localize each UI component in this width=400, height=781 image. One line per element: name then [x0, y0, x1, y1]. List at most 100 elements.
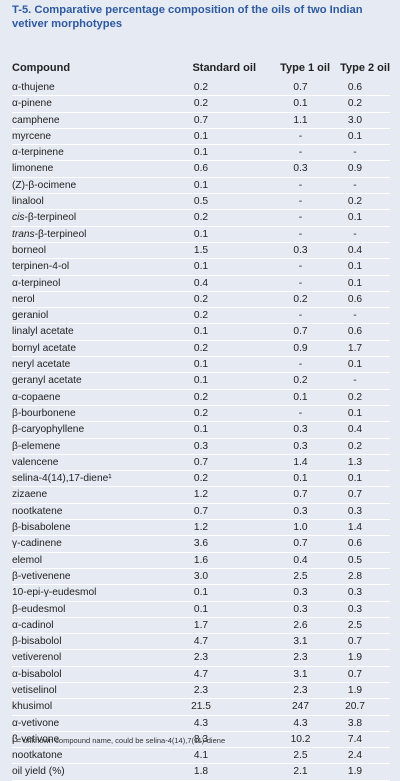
- type1-oil-cell: 1.4: [293, 456, 308, 468]
- table-row: β-bourbonene 0.2 - 0.1: [0, 406, 400, 423]
- table-row: terpinen-4-ol 0.1 - 0.1: [0, 259, 400, 276]
- type2-oil-cell: 0.1: [347, 359, 363, 371]
- table-row: nootkatene 0.7 0.3 0.3: [0, 504, 400, 521]
- table-row: nerol 0.2 0.2 0.6: [0, 292, 400, 309]
- type1-oil-cell: 0.7: [293, 326, 308, 338]
- compound-cell: khusimol: [12, 701, 53, 713]
- table-row: α-pinene 0.2 0.1 0.2: [0, 96, 400, 113]
- compound-cell: β-eudesmol: [12, 603, 66, 615]
- type1-oil-cell: 0.3: [293, 587, 308, 599]
- table-row: geraniol 0.2 - -: [0, 308, 400, 325]
- type2-oil-cell: -: [353, 310, 357, 322]
- type2-oil-cell: 0.6: [347, 326, 363, 338]
- type1-oil-cell: 3.1: [293, 668, 308, 680]
- type1-oil-cell: 4.3: [293, 717, 308, 729]
- footnote: ¹ = unknown compound name, could be seli…: [12, 736, 226, 745]
- table-row: valencene 0.7 1.4 1.3: [0, 455, 400, 472]
- type1-oil-cell: 0.3: [293, 505, 308, 517]
- standard-oil-cell: 0.2: [193, 391, 209, 403]
- type1-oil-cell: -: [298, 196, 303, 208]
- type2-oil-cell: -: [353, 147, 357, 159]
- compound-cell: β-vetivenene: [12, 570, 71, 582]
- table-row: β-bisabolol 4.7 3.1 0.7: [0, 634, 400, 651]
- header-standard-oil: Standard oil: [192, 62, 256, 74]
- type1-oil-cell: -: [298, 277, 303, 289]
- compound-cell: selina-4(14),17-diene¹: [12, 473, 112, 485]
- standard-oil-cell: 0.1: [193, 228, 209, 240]
- table-row: borneol 1.5 0.3 0.4: [0, 243, 400, 260]
- type1-oil-cell: 0.9: [293, 342, 308, 354]
- compound-cell: nerol: [12, 293, 35, 305]
- compound-cell: nootkatene: [12, 505, 63, 517]
- type1-oil-cell: 2.6: [293, 619, 308, 631]
- table-row: linalyl acetate 0.1 0.7 0.6: [0, 324, 400, 342]
- compound-cell: vetiverenol: [12, 652, 62, 664]
- table-row: vetiverenol 2.3 2.3 1.9: [0, 650, 400, 667]
- standard-oil-cell: 0.2: [193, 212, 209, 224]
- type2-oil-cell: 2.5: [347, 619, 363, 631]
- type2-oil-cell: -: [353, 228, 357, 240]
- compound-cell: β-bisabolene: [12, 522, 71, 534]
- table-row: α-terpineol 0.4 - 0.1: [0, 276, 400, 293]
- compound-cell: elemol: [12, 554, 43, 566]
- compound-cell: β-vetivone: [12, 733, 60, 745]
- compound-cell: α-terpinene: [12, 147, 64, 159]
- type2-oil-cell: 0.2: [347, 98, 363, 110]
- table-row: neryl acetate 0.1 - 0.1: [0, 357, 400, 374]
- type2-oil-cell: 1.3: [347, 456, 363, 468]
- type1-oil-cell: 0.1: [293, 98, 308, 110]
- table-row: khusimol 21.5 247 20.7: [0, 699, 400, 716]
- type1-oil-cell: 0.2: [293, 375, 308, 387]
- standard-oil-cell: 1.2: [193, 489, 209, 501]
- table-row: selina-4(14),17-diene¹ 0.2 0.1 0.1: [0, 471, 400, 488]
- type2-oil-cell: 0.4: [347, 424, 363, 436]
- type2-oil-cell: -: [353, 179, 357, 191]
- compound-cell: α-copaene: [12, 391, 61, 403]
- type1-oil-cell: 0.7: [293, 82, 308, 93]
- type2-oil-cell: 0.5: [347, 554, 363, 566]
- table-row: α-copaene 0.2 0.1 0.2: [0, 390, 400, 407]
- type2-oil-cell: 0.1: [347, 130, 363, 142]
- standard-oil-cell: 0.7: [193, 505, 209, 517]
- standard-oil-cell: 0.2: [193, 98, 209, 110]
- type2-oil-cell: 0.7: [347, 636, 363, 648]
- standard-oil-cell: 3.6: [193, 538, 209, 550]
- standard-oil-cell: 0.2: [193, 293, 209, 305]
- table-row: β-eudesmol 0.1 0.3 0.3: [0, 602, 400, 619]
- table-row: α-bisabolol 4.7 3.1 0.7: [0, 667, 400, 684]
- type1-oil-cell: 0.3: [293, 440, 308, 452]
- compound-cell: α-vetivone: [12, 717, 60, 729]
- standard-oil-cell: 0.1: [193, 359, 209, 371]
- standard-oil-cell: 3.0: [193, 570, 209, 582]
- page: T-5. Comparative percentage composition …: [12, 4, 390, 781]
- type1-oil-cell: 2.5: [293, 570, 308, 582]
- standard-oil-cell: 0.7: [193, 456, 209, 468]
- table-row: myrcene 0.1 - 0.1: [0, 129, 400, 146]
- type2-oil-cell: 0.1: [347, 473, 363, 485]
- type1-oil-cell: 1.1: [293, 114, 308, 126]
- standard-oil-cell: 4.3: [193, 717, 209, 729]
- type1-oil-cell: 2.1: [293, 766, 308, 778]
- compound-cell: zizaene: [12, 489, 48, 501]
- standard-oil-cell: 0.2: [193, 473, 209, 485]
- table-row: γ-cadinene 3.6 0.7 0.6: [0, 536, 400, 553]
- type2-oil-cell: 3.8: [347, 717, 363, 729]
- table-body: α-thujene 0.2 0.7 0.6 α-pinene 0.2 0.1 0.2 camph…: [0, 80, 400, 781]
- standard-oil-cell: 0.2: [193, 310, 209, 322]
- type2-oil-cell: 0.1: [347, 261, 363, 273]
- standard-oil-cell: 0.1: [193, 375, 209, 387]
- compound-cell: α-pinene: [12, 98, 52, 110]
- standard-oil-cell: 1.7: [193, 619, 209, 631]
- type2-oil-cell: 0.1: [347, 407, 363, 419]
- table-row: (Z)-β-ocimene 0.1 - -: [0, 178, 400, 195]
- compound-cell: nootkatone: [12, 750, 63, 762]
- type2-oil-cell: 0.1: [347, 277, 363, 289]
- type2-oil-cell: 0.3: [347, 587, 363, 599]
- table-row: vetiselinol 2.3 2.3 1.9: [0, 683, 400, 700]
- type2-oil-cell: 0.2: [347, 196, 363, 208]
- type1-oil-cell: 0.7: [293, 489, 308, 501]
- type1-oil-cell: -: [298, 228, 303, 240]
- compound-cell: valencene: [12, 456, 59, 468]
- standard-oil-cell: 0.3: [193, 440, 209, 452]
- type2-oil-cell: 0.3: [347, 603, 363, 615]
